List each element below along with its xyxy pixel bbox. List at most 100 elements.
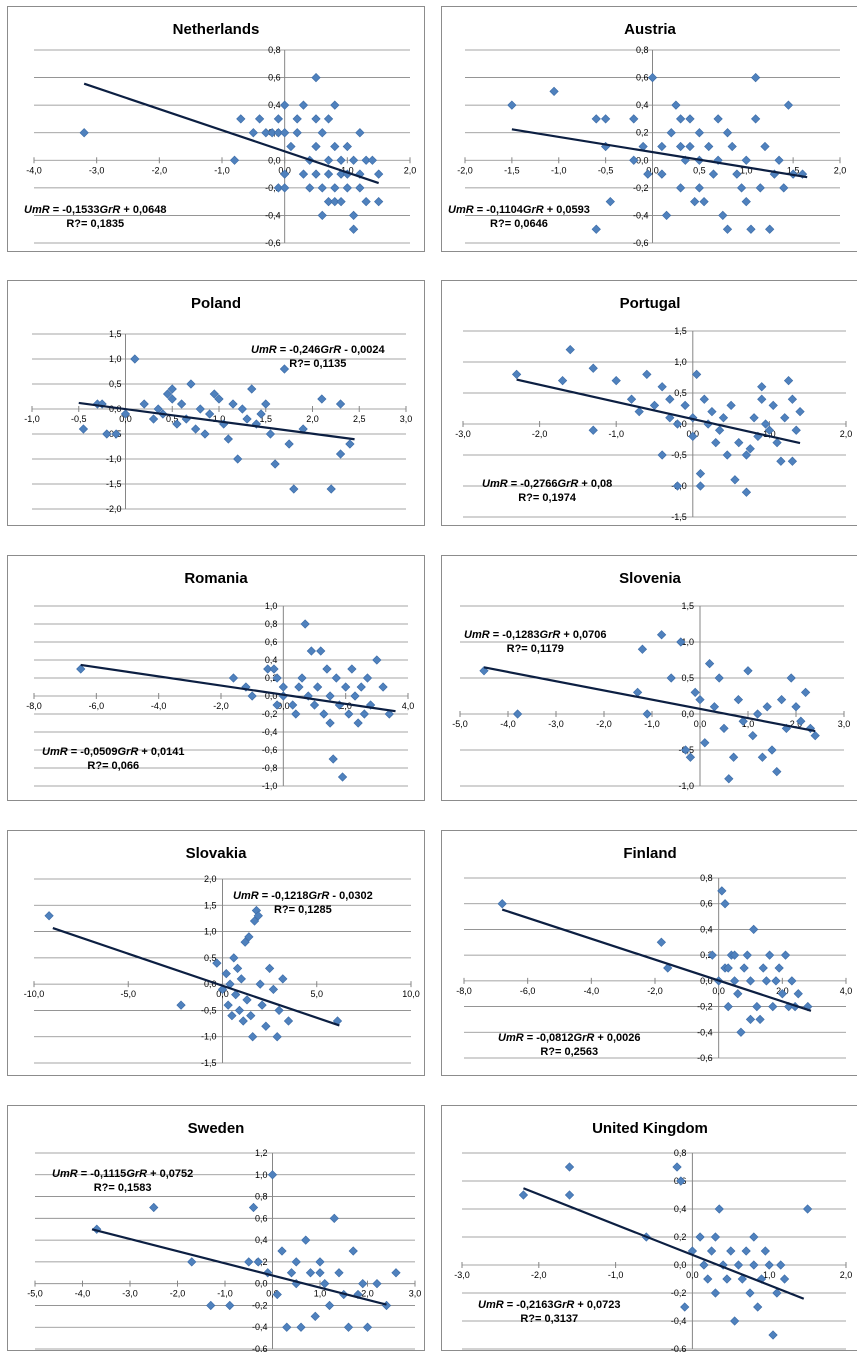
data-point: [228, 673, 239, 683]
data-point: [665, 413, 675, 423]
data-point: [752, 1001, 762, 1012]
data-point: [685, 114, 695, 124]
data-point: [310, 1311, 320, 1321]
chart-panel-netherlands: Netherlands -0,6-0,4-0,20,00,20,40,60,8-…: [7, 6, 425, 252]
data-point: [749, 413, 759, 423]
data-point: [306, 646, 317, 656]
data-point: [309, 700, 320, 710]
data-point: [699, 1260, 709, 1270]
data-point: [591, 114, 601, 124]
data-point: [685, 752, 696, 762]
data-point: [347, 664, 357, 674]
x-tick-label: -1,0: [551, 165, 567, 175]
y-tick-label: 0,5: [204, 953, 217, 963]
data-point: [796, 716, 806, 726]
data-point: [330, 141, 340, 152]
data-point: [284, 439, 294, 449]
data-point: [336, 197, 346, 207]
data-point: [676, 1176, 686, 1186]
data-point: [79, 128, 89, 138]
data-point: [317, 183, 327, 193]
data-point: [787, 976, 797, 986]
y-tick-label: 0,8: [700, 873, 713, 883]
x-tick-label: 3,0: [838, 719, 851, 729]
data-point: [186, 379, 196, 389]
data-point: [629, 114, 639, 124]
data-point: [206, 1300, 216, 1311]
trendline: [78, 401, 355, 441]
data-point: [323, 169, 334, 179]
data-point: [676, 141, 686, 152]
chart-title: Finland: [623, 845, 677, 862]
data-point: [234, 1005, 245, 1016]
data-point: [760, 1246, 770, 1256]
data-point: [706, 1246, 717, 1256]
data-point: [752, 709, 763, 719]
data-point: [714, 425, 725, 435]
data-point: [176, 1000, 186, 1010]
data-point: [707, 406, 717, 417]
data-point: [714, 1204, 724, 1214]
data-point: [391, 1268, 401, 1278]
data-point: [44, 911, 54, 921]
y-tick-label: -0,6: [265, 238, 281, 248]
data-point: [297, 673, 307, 683]
data-point: [296, 1322, 306, 1332]
data-point: [334, 1268, 344, 1278]
data-point: [760, 419, 771, 429]
data-point: [253, 1257, 263, 1267]
data-point: [167, 394, 177, 404]
data-point: [757, 382, 767, 392]
data-point: [779, 1274, 790, 1284]
data-point: [666, 673, 676, 683]
data-point: [730, 475, 740, 485]
data-point: [564, 1162, 575, 1172]
data-point: [261, 399, 271, 409]
trendline-equation: UmR = -0,0812GrR + 0,0026 R?= 0,2563: [498, 1031, 640, 1059]
y-tick-label: 1,5: [674, 326, 687, 336]
data-point: [723, 963, 733, 973]
r-squared: R?= 0,1835: [66, 218, 125, 230]
scatter-plot: -0,6 -0,4 -0,2 0,0 0,2 0,4 0,6 0,8 -8,0 -6,0 -4,0 -…: [456, 873, 852, 1063]
y-tick-label: -1,0: [678, 781, 694, 791]
x-tick-label: 1,5: [259, 414, 272, 424]
x-tick-label: 3,0: [400, 414, 413, 424]
data-point: [247, 691, 257, 701]
data-point: [254, 114, 265, 124]
x-tick-label: 2,0: [306, 414, 319, 424]
y-tick-label: 0,0: [265, 691, 278, 701]
data-point: [730, 1316, 740, 1326]
r-squared: R?= 0,0646: [490, 218, 548, 230]
data-point: [256, 409, 266, 419]
x-tick-label: -2,0: [170, 1289, 186, 1299]
data-point: [319, 709, 329, 719]
data-point: [253, 911, 263, 921]
x-tick-label: -1,0: [644, 719, 660, 729]
x-tick-label: 0,0: [712, 986, 725, 996]
data-point: [249, 916, 260, 926]
x-tick-label: 0,0: [266, 1289, 279, 1299]
x-tick-label: -8,0: [456, 986, 472, 996]
data-point: [761, 976, 772, 986]
data-point: [757, 752, 768, 762]
data-point: [330, 183, 340, 193]
data-point: [148, 414, 159, 424]
data-point: [227, 1011, 237, 1021]
y-tick-label: 0,0: [681, 709, 694, 719]
data-point: [330, 197, 340, 207]
data-point: [311, 114, 321, 124]
data-point: [708, 169, 719, 179]
data-point: [764, 950, 775, 960]
data-point: [320, 1279, 330, 1289]
data-point: [680, 400, 690, 411]
data-point: [286, 141, 296, 152]
data-point: [257, 1000, 267, 1010]
data-point: [588, 425, 598, 435]
data-point: [676, 183, 686, 193]
x-tick-label: 2,0: [404, 165, 417, 175]
x-tick-label: -4,0: [151, 701, 167, 711]
data-point: [768, 400, 778, 411]
data-point: [272, 1032, 282, 1042]
data-point: [280, 128, 290, 138]
data-point: [362, 1322, 373, 1332]
